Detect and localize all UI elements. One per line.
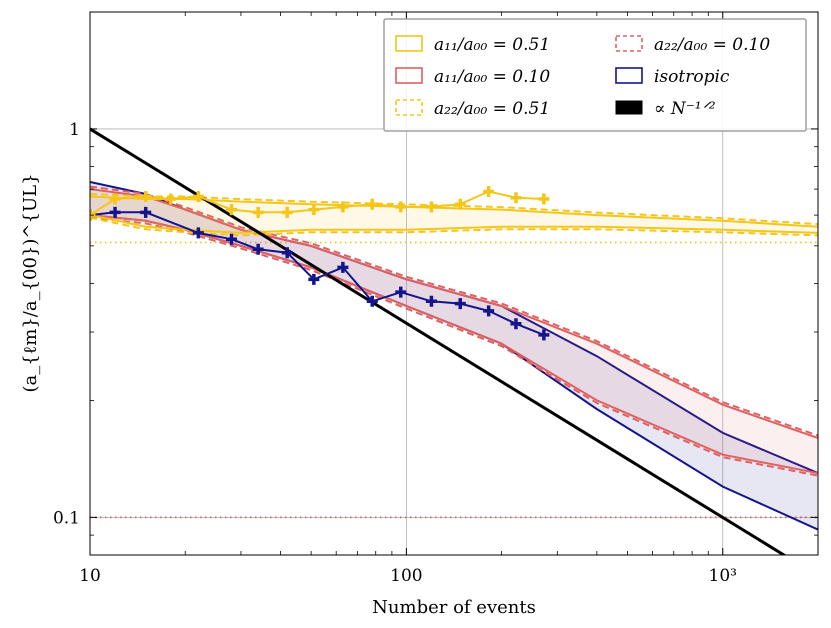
series-point bbox=[538, 193, 550, 205]
series-point bbox=[454, 198, 466, 210]
series-point bbox=[454, 298, 466, 310]
series-point bbox=[109, 206, 121, 218]
x-tick-label: 10³ bbox=[709, 566, 737, 586]
legend-swatch bbox=[395, 35, 423, 52]
legend-swatch bbox=[615, 67, 643, 84]
x-tick-label: 10 bbox=[79, 566, 101, 586]
series-point bbox=[225, 204, 237, 216]
series-point bbox=[395, 201, 407, 213]
series-point bbox=[308, 273, 320, 285]
series-point bbox=[510, 318, 522, 330]
series-point bbox=[337, 261, 349, 273]
series-layer bbox=[90, 186, 550, 341]
band-dashed-upper-line bbox=[90, 193, 818, 226]
series-point bbox=[483, 305, 495, 317]
x-tick-label: 100 bbox=[390, 566, 422, 586]
y-axis-label: (a_{ℓm}/a_{00})^{UL} bbox=[20, 173, 41, 392]
band-dashed-lower-line bbox=[90, 216, 818, 477]
band-fill bbox=[90, 189, 818, 474]
series-point bbox=[337, 201, 349, 213]
series-point bbox=[366, 198, 378, 210]
legend-label: a₁₁/a₀₀ = 0.51 bbox=[434, 35, 550, 55]
band-fill bbox=[90, 196, 818, 233]
series-point bbox=[425, 201, 437, 213]
legend-label: a₂₂/a₀₀ = 0.10 bbox=[654, 35, 770, 55]
series-point bbox=[225, 233, 237, 245]
series-point bbox=[425, 295, 437, 307]
series-point bbox=[510, 192, 522, 204]
series-point bbox=[483, 186, 495, 198]
series-point bbox=[192, 190, 204, 202]
series-point bbox=[252, 206, 264, 218]
band-dashed-upper-line bbox=[90, 185, 818, 437]
series-point bbox=[109, 193, 121, 205]
reference-lines bbox=[90, 241, 818, 519]
series-point bbox=[281, 206, 293, 218]
series-point bbox=[165, 193, 177, 205]
legend-label: isotropic bbox=[654, 67, 730, 87]
series-line bbox=[90, 211, 545, 336]
legend-label: a₁₁/a₀₀ = 0.10 bbox=[434, 67, 550, 87]
series-point bbox=[538, 329, 550, 341]
legend: a₁₁/a₀₀ = 0.51 a₁₁/a₀₀ = 0.10 a₂₂/a₀₀ = 0.… bbox=[383, 18, 807, 132]
legend-label: ∝ N⁻¹ᐟ² bbox=[654, 99, 716, 119]
y-tick-label: 1 bbox=[69, 120, 80, 140]
series-point bbox=[192, 227, 204, 239]
series-point bbox=[366, 295, 378, 307]
series-point bbox=[140, 206, 152, 218]
band-lower-line bbox=[90, 214, 818, 234]
legend-swatch bbox=[395, 67, 423, 84]
band-upper-line bbox=[90, 188, 818, 440]
band-dashed-lower-line bbox=[90, 216, 818, 237]
legend-swatch bbox=[615, 100, 643, 115]
series-point bbox=[140, 190, 152, 202]
series-point bbox=[308, 204, 320, 216]
bands bbox=[90, 181, 818, 531]
series-point bbox=[395, 286, 407, 298]
band-fill bbox=[90, 182, 818, 530]
series-point bbox=[252, 243, 264, 255]
series-point bbox=[281, 247, 293, 259]
x-axis-label: Number of events bbox=[372, 597, 536, 618]
legend-box bbox=[383, 18, 807, 132]
ticks: 10 100 10³ 0.1 1 bbox=[53, 11, 818, 586]
y-tick-label: 0.1 bbox=[53, 508, 80, 528]
legend-label: a₂₂/a₀₀ = 0.51 bbox=[434, 99, 550, 119]
